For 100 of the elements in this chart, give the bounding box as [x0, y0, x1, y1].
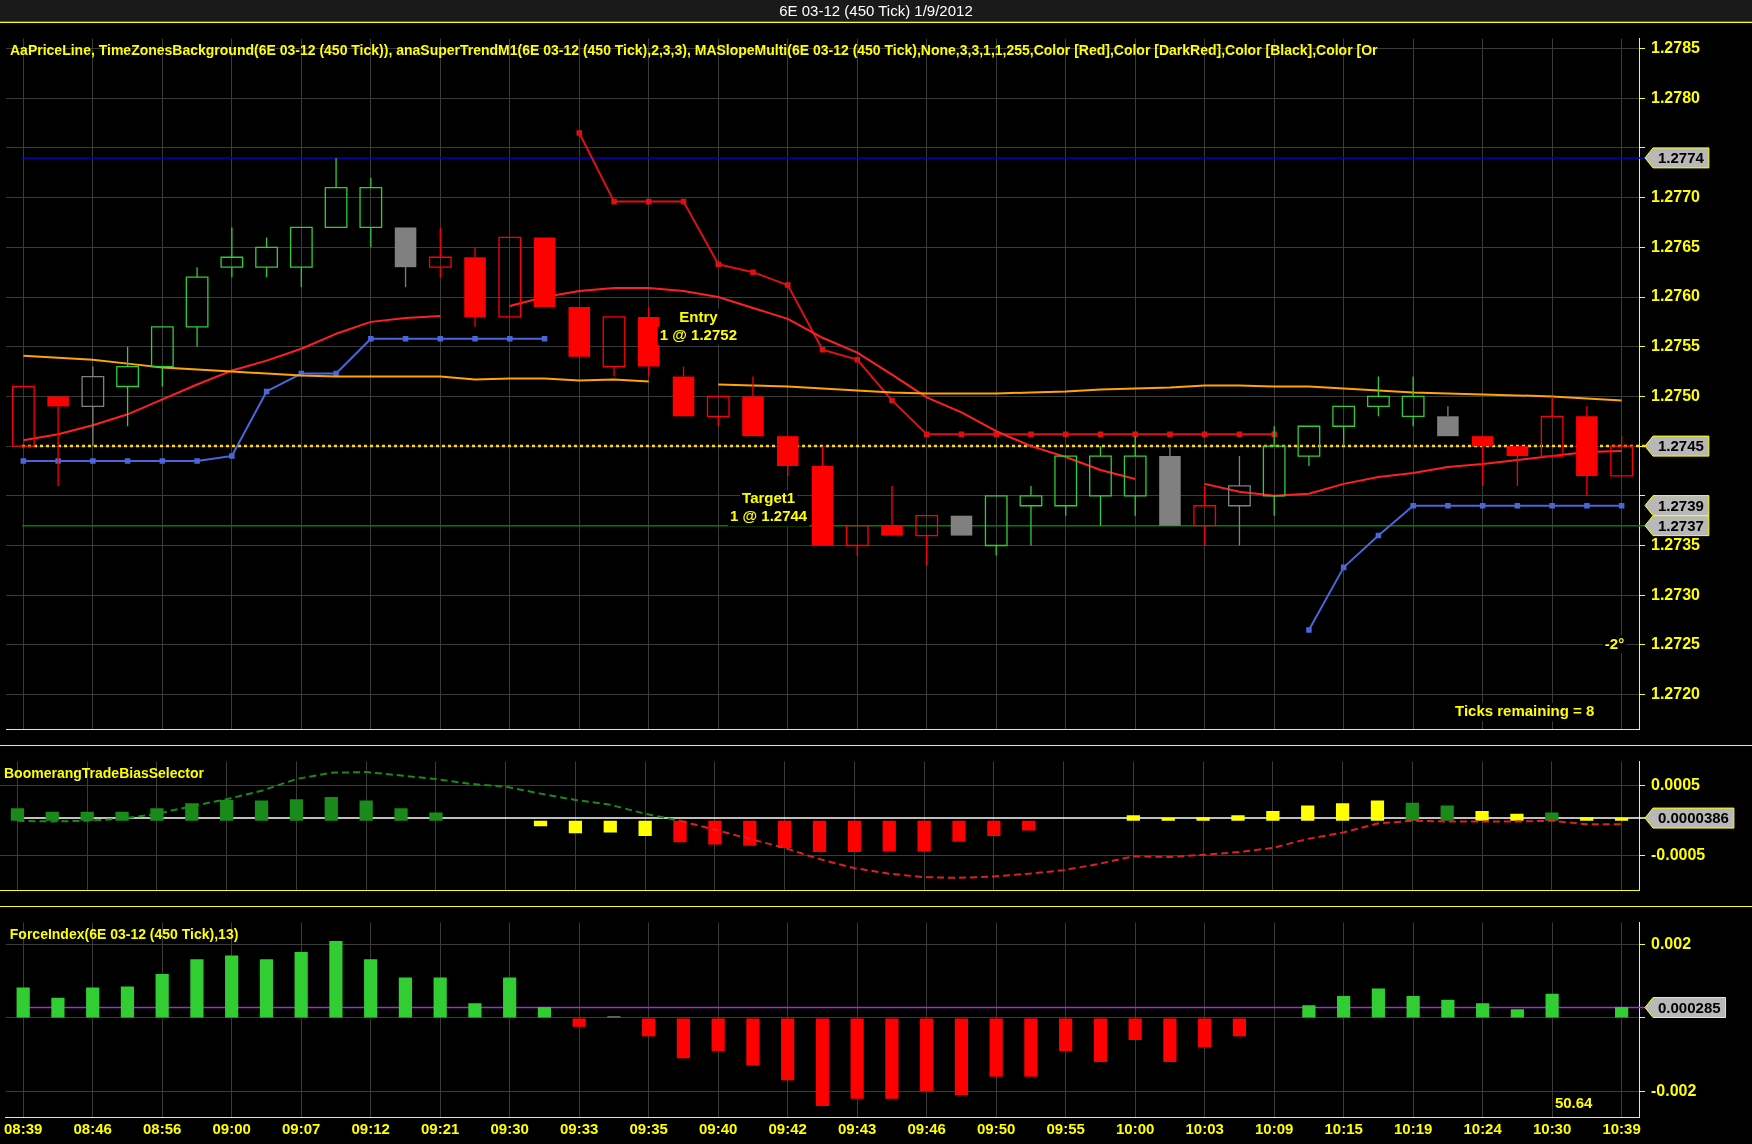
text: 1.2739: [1658, 496, 1704, 514]
ref-line-label: 0.000285: [1658, 998, 1721, 1016]
ref-line-label: 1.2774: [1658, 149, 1705, 167]
bar: [778, 820, 792, 848]
point: [1445, 502, 1451, 509]
bar: [1163, 1018, 1177, 1062]
bar: [708, 820, 722, 845]
bar: [1301, 805, 1315, 821]
y-tick-label: 0.0005: [1651, 776, 1701, 794]
point: [541, 336, 548, 342]
y-tick-label: 1.2765: [1651, 237, 1701, 255]
bar: [1614, 817, 1629, 821]
x-tick-label: 09:07: [281, 1120, 321, 1138]
bar: [847, 820, 861, 853]
x-tick-label: 09:46: [907, 1120, 946, 1138]
bar: [1405, 802, 1419, 821]
point: [680, 198, 687, 205]
bar: [289, 799, 304, 821]
candlestick: [881, 485, 903, 536]
candlestick: [255, 236, 279, 278]
point: [1062, 431, 1069, 437]
bar: [1266, 811, 1280, 821]
bar: [743, 820, 757, 846]
bar: [673, 820, 687, 843]
bar: [359, 800, 373, 821]
bar: [16, 987, 30, 1018]
candlestick: [1576, 405, 1598, 497]
bar: [1196, 817, 1210, 821]
point: [1132, 431, 1138, 437]
bar: [1302, 1005, 1316, 1018]
annotation: -2°: [1604, 634, 1625, 652]
candlestick: [915, 515, 939, 567]
annotation: Target1 1 @ 1.2744: [730, 489, 808, 525]
line-series: [679, 819, 1623, 879]
point: [1584, 502, 1590, 509]
bar: [952, 820, 966, 842]
candlestick: [324, 157, 348, 229]
point: [1375, 532, 1382, 539]
point: [229, 453, 235, 459]
point: [159, 458, 166, 464]
x-tick-label: 09:12: [351, 1120, 390, 1138]
bar: [1335, 803, 1350, 821]
x-tick-label: 09:21: [420, 1120, 460, 1138]
bar: [329, 940, 343, 1018]
bar: [1128, 1018, 1142, 1040]
point: [715, 261, 722, 267]
x-tick-label: 09:30: [490, 1120, 529, 1138]
y-tick-label: 1.2725: [1651, 635, 1701, 653]
bar: [1093, 1018, 1107, 1062]
bar: [468, 1003, 482, 1018]
point: [1410, 502, 1416, 509]
bar: [642, 1018, 656, 1037]
point: [194, 458, 200, 464]
candlestick: [1019, 485, 1043, 547]
point: [611, 198, 617, 205]
candlestick: [1193, 485, 1217, 547]
x-tick-label: 09:40: [698, 1120, 738, 1138]
x-tick-label: 09:42: [768, 1120, 807, 1138]
bar: [987, 820, 1001, 837]
x-tick-label: 09:35: [629, 1120, 668, 1138]
y-tick-label: 1.2760: [1651, 287, 1701, 305]
bar: [572, 1018, 586, 1027]
y-tick-label: 1.2780: [1651, 88, 1701, 106]
ref-line-label: 1.2745: [1658, 437, 1704, 455]
y-tick-label: 0.002: [1651, 935, 1692, 953]
bar: [120, 986, 135, 1018]
point: [1549, 502, 1555, 509]
ref-line-label: 1.2737: [1658, 516, 1704, 534]
point: [819, 346, 826, 353]
candlestick: [1437, 405, 1459, 437]
y-tick-label: 1.2770: [1651, 188, 1701, 206]
bar: [503, 977, 517, 1018]
bar: [812, 820, 827, 853]
point: [437, 336, 444, 342]
point: [90, 458, 96, 464]
point: [889, 397, 895, 404]
bar: [433, 977, 447, 1018]
point: [1618, 502, 1625, 509]
bar: [1198, 1018, 1212, 1048]
bar: [259, 959, 274, 1018]
candlestick: [1159, 445, 1181, 526]
bar: [324, 797, 338, 821]
y-tick-label: -0.002: [1651, 1081, 1697, 1099]
x-tick-label: 08:56: [142, 1120, 182, 1138]
bar: [568, 820, 583, 834]
x-tick-label: 09:55: [1046, 1120, 1085, 1138]
candlestick: [1297, 425, 1321, 467]
candlestick: [150, 326, 174, 388]
point: [368, 336, 374, 342]
candlestick: [116, 346, 140, 427]
bar: [917, 820, 931, 852]
chart-title: BoomerangTradeBiasSelector: [4, 765, 205, 782]
point: [784, 282, 791, 288]
bar: [537, 1006, 552, 1018]
y-tick-label: 1.2755: [1651, 337, 1701, 355]
bar: [1476, 1003, 1490, 1018]
candlestick: [811, 445, 834, 546]
point: [1097, 431, 1104, 437]
bar: [1510, 1009, 1524, 1018]
bar: [1370, 800, 1385, 821]
